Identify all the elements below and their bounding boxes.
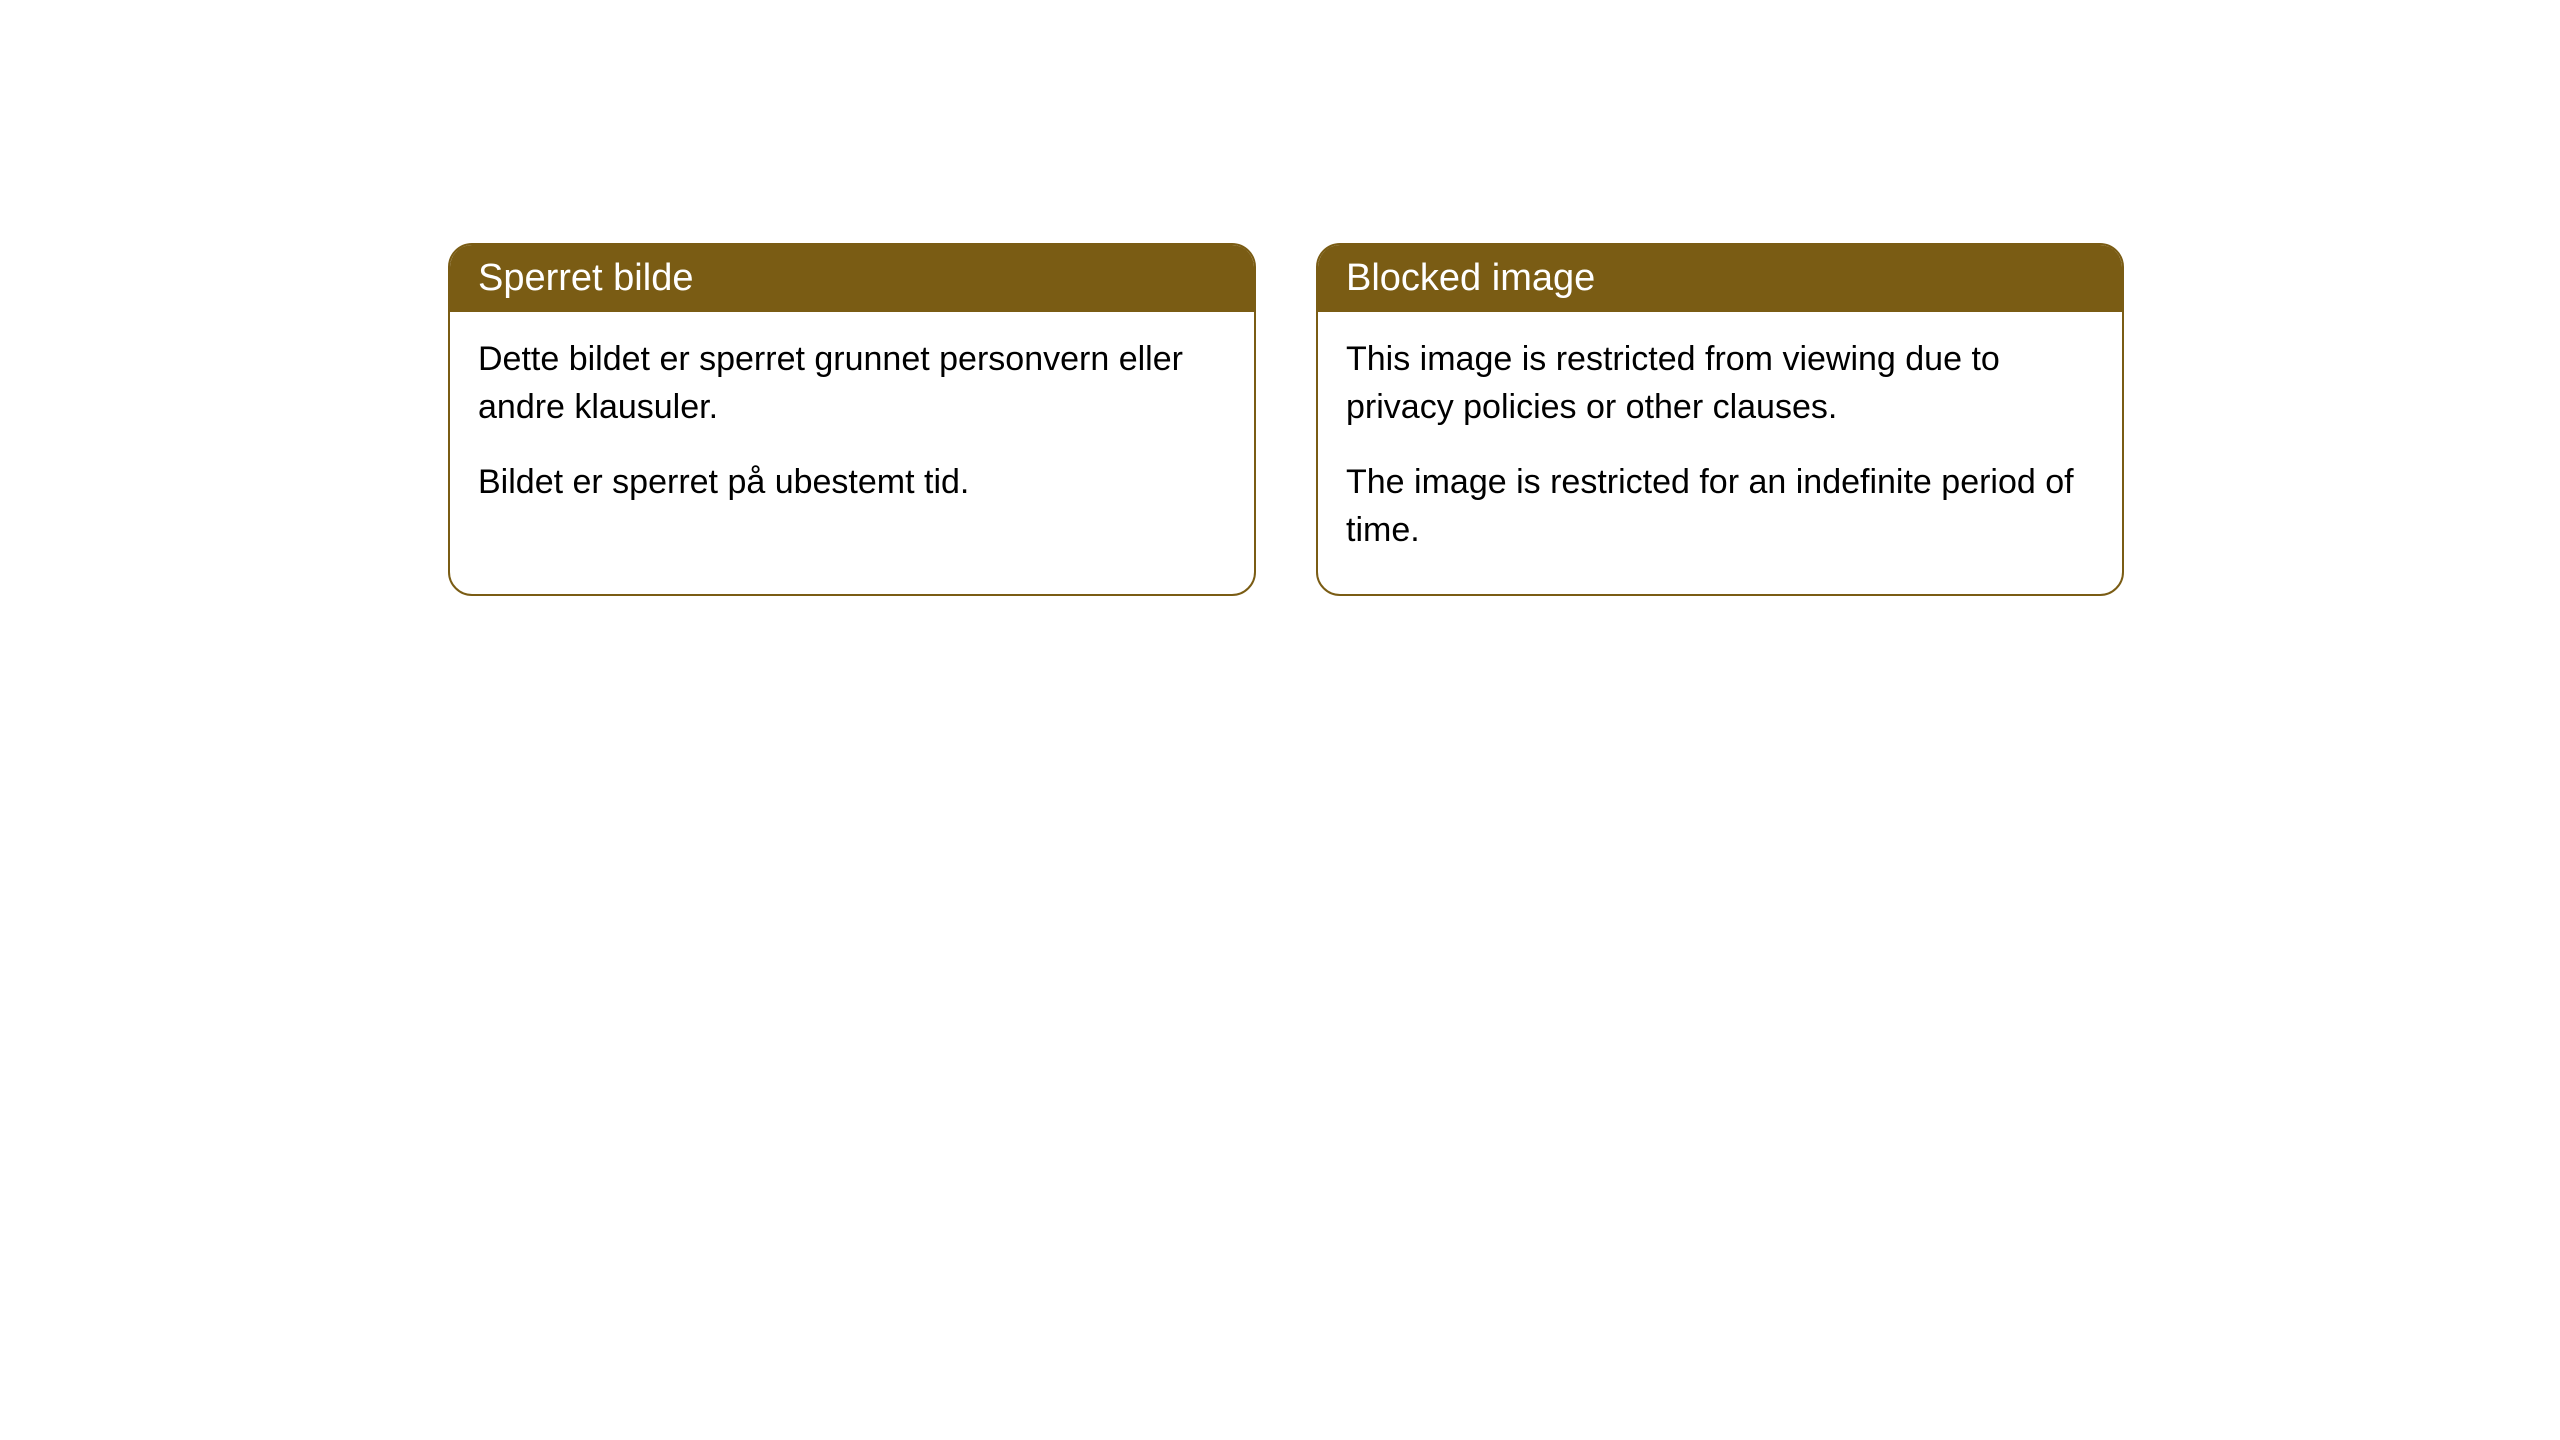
card-body: Dette bildet er sperret grunnet personve… (450, 312, 1254, 547)
card-header: Sperret bilde (450, 245, 1254, 312)
blocked-image-card-norwegian: Sperret bilde Dette bildet er sperret gr… (448, 243, 1256, 596)
card-title: Sperret bilde (478, 257, 693, 299)
card-paragraph: Bildet er sperret på ubestemt tid. (478, 459, 1226, 507)
card-paragraph: This image is restricted from viewing du… (1346, 336, 2094, 431)
card-body: This image is restricted from viewing du… (1318, 312, 2122, 594)
card-header: Blocked image (1318, 245, 2122, 312)
card-paragraph: The image is restricted for an indefinit… (1346, 459, 2094, 554)
card-paragraph: Dette bildet er sperret grunnet personve… (478, 336, 1226, 431)
blocked-image-cards: Sperret bilde Dette bildet er sperret gr… (448, 243, 2124, 596)
blocked-image-card-english: Blocked image This image is restricted f… (1316, 243, 2124, 596)
card-title: Blocked image (1346, 257, 1595, 299)
